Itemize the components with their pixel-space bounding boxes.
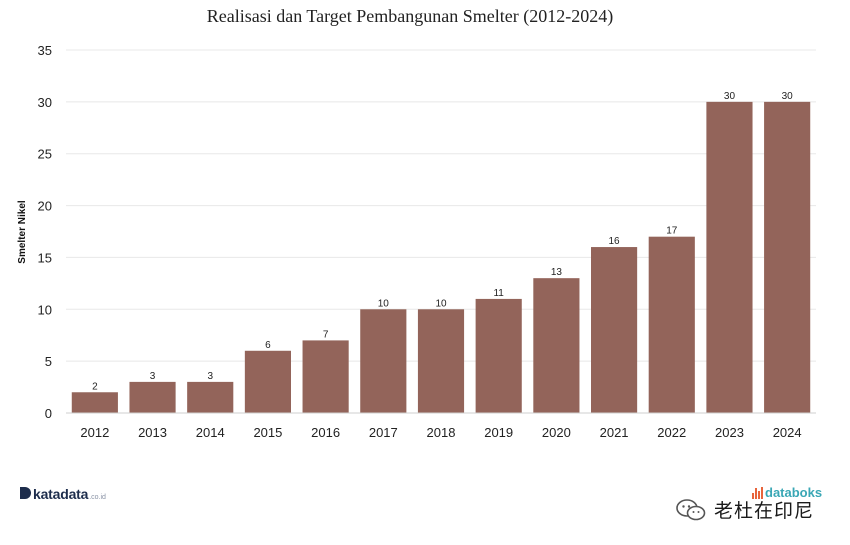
watermark-text: 老杜在印尼 xyxy=(714,500,815,522)
y-tick-label: 0 xyxy=(45,406,52,421)
bar xyxy=(533,278,580,413)
x-tick-label: 2014 xyxy=(196,425,225,440)
katadata-domain: .co.id xyxy=(89,494,106,501)
bar xyxy=(71,392,118,413)
bar xyxy=(302,340,349,413)
bar xyxy=(360,309,407,413)
databoks-icon xyxy=(752,486,763,499)
data-label: 16 xyxy=(609,236,621,247)
data-label: 2 xyxy=(92,381,98,392)
x-tick-label: 2015 xyxy=(253,425,282,440)
x-axis-ticks: 2012 2013 2014 2015 2016 2017 2018 2019 2020 2021… xyxy=(80,425,801,440)
bar xyxy=(244,350,291,413)
data-label: 3 xyxy=(150,371,156,382)
y-tick-label: 25 xyxy=(38,147,52,162)
wechat-watermark: 老杜在印尼 xyxy=(676,496,814,523)
y-axis-ticks: 0 5 10 15 20 25 30 35 xyxy=(38,43,52,421)
bar xyxy=(591,247,638,413)
x-tick-label: 2021 xyxy=(600,425,629,440)
data-label: 30 xyxy=(782,91,794,102)
bar xyxy=(764,101,811,413)
x-tick-label: 2012 xyxy=(80,425,109,440)
y-tick-label: 10 xyxy=(38,302,52,317)
data-label: 13 xyxy=(551,267,563,278)
bar xyxy=(706,101,753,413)
x-tick-label: 2018 xyxy=(427,425,456,440)
y-tick-label: 35 xyxy=(38,43,52,58)
data-label: 30 xyxy=(724,91,736,102)
data-label: 11 xyxy=(493,288,504,299)
katadata-icon xyxy=(20,487,31,499)
y-tick-label: 5 xyxy=(45,354,52,369)
data-label: 3 xyxy=(207,371,213,382)
data-label: 7 xyxy=(323,329,329,340)
x-tick-label: 2013 xyxy=(138,425,167,440)
katadata-logo: katadata .co.id xyxy=(20,486,106,502)
databoks-name: databoks xyxy=(765,485,823,500)
x-tick-label: 2017 xyxy=(369,425,398,440)
katadata-name: katadata xyxy=(33,486,89,502)
data-label: 6 xyxy=(265,340,271,351)
data-labels: 2 3 3 6 7 10 10 11 13 16 17 30 30 xyxy=(92,91,793,392)
bar xyxy=(417,309,465,413)
bars xyxy=(71,101,811,413)
x-tick-label: 2016 xyxy=(311,425,340,440)
x-tick-label: 2020 xyxy=(542,425,571,440)
data-label: 10 xyxy=(435,298,447,309)
data-label: 17 xyxy=(666,226,678,237)
x-tick-label: 2019 xyxy=(484,425,513,440)
x-tick-label: 2023 xyxy=(715,425,744,440)
y-tick-label: 30 xyxy=(38,95,52,110)
databoks-logo: databoks xyxy=(752,485,822,500)
bar xyxy=(187,381,234,413)
chart-title: Realisasi dan Target Pembangunan Smelter… xyxy=(206,6,614,26)
y-axis-title: Smelter Nikel xyxy=(17,200,28,264)
y-tick-label: 15 xyxy=(38,250,52,265)
x-tick-label: 2024 xyxy=(773,425,802,440)
data-label: 10 xyxy=(378,298,390,309)
bar xyxy=(648,236,695,413)
y-tick-label: 20 xyxy=(38,199,52,214)
x-tick-label: 2022 xyxy=(657,425,686,440)
bar xyxy=(475,298,522,413)
wechat-icon xyxy=(676,498,706,520)
bar xyxy=(129,381,176,413)
